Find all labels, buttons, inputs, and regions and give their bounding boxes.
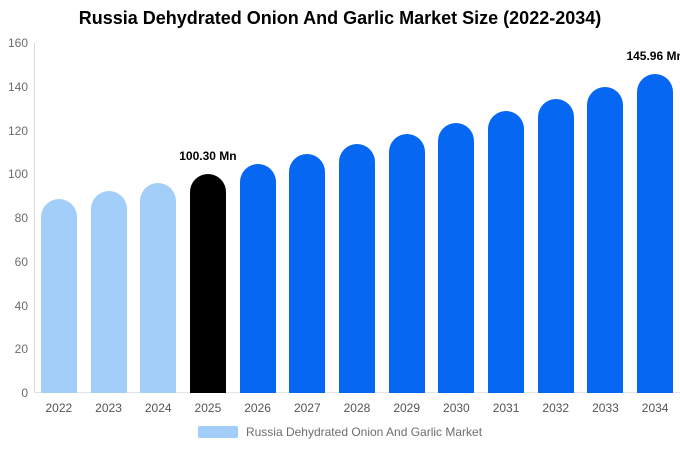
y-tick-label-100: 100 [7, 167, 28, 182]
legend-swatch [197, 426, 238, 438]
bar-2029 [388, 133, 425, 393]
bar-2031 [488, 111, 525, 393]
y-tick-label-160: 160 [7, 36, 28, 50]
bar-value-label-2034: 145.96 Mn [626, 48, 680, 63]
y-tick-label-0: 0 [21, 386, 28, 400]
x-tick-label-2029: 2029 [393, 401, 421, 415]
x-tick-label-2031: 2031 [492, 401, 520, 415]
y-axis-line [34, 43, 35, 393]
y-tick-label-60: 60 [14, 254, 28, 269]
x-tick-label-2023: 2023 [95, 401, 122, 415]
y-tick-label-20: 20 [14, 342, 28, 357]
x-tick-label-2024: 2024 [144, 401, 172, 415]
bar-2027 [289, 154, 326, 393]
bar-2025 [189, 173, 226, 393]
bar-value-label-2025: 100.30 Mn [179, 148, 237, 163]
y-tick-label-80: 80 [14, 211, 28, 225]
x-tick-label-2026: 2026 [244, 401, 271, 415]
legend: Russia Dehydrated Onion And Garlic Marke… [0, 425, 680, 439]
y-tick-label-40: 40 [14, 298, 28, 313]
legend-label: Russia Dehydrated Onion And Garlic Marke… [245, 425, 483, 439]
bar-2033 [587, 86, 624, 393]
y-tick-label-140: 140 [7, 79, 28, 94]
bar-2022 [40, 199, 77, 393]
x-tick-label-2034: 2034 [641, 401, 669, 415]
x-tick-label-2022: 2022 [45, 401, 73, 415]
bar-2026 [239, 164, 276, 393]
bar-2028 [339, 144, 375, 393]
x-tick-label-2025: 2025 [194, 401, 222, 415]
x-tick-label-2033: 2033 [592, 401, 619, 415]
chart-title: Russia Dehydrated Onion And Garlic Marke… [78, 8, 602, 28]
bar-2032 [537, 99, 574, 393]
bar-2034 [637, 73, 674, 393]
y-tick-label-120: 120 [7, 123, 28, 138]
bar-2023 [90, 191, 127, 393]
x-tick-label-2030: 2030 [443, 401, 470, 415]
bar-2024 [140, 182, 177, 393]
x-tick-label-2028: 2028 [343, 401, 371, 415]
x-tick-label-2027: 2027 [293, 401, 321, 415]
x-tick-label-2032: 2032 [542, 401, 570, 415]
bar-2030 [438, 122, 475, 393]
